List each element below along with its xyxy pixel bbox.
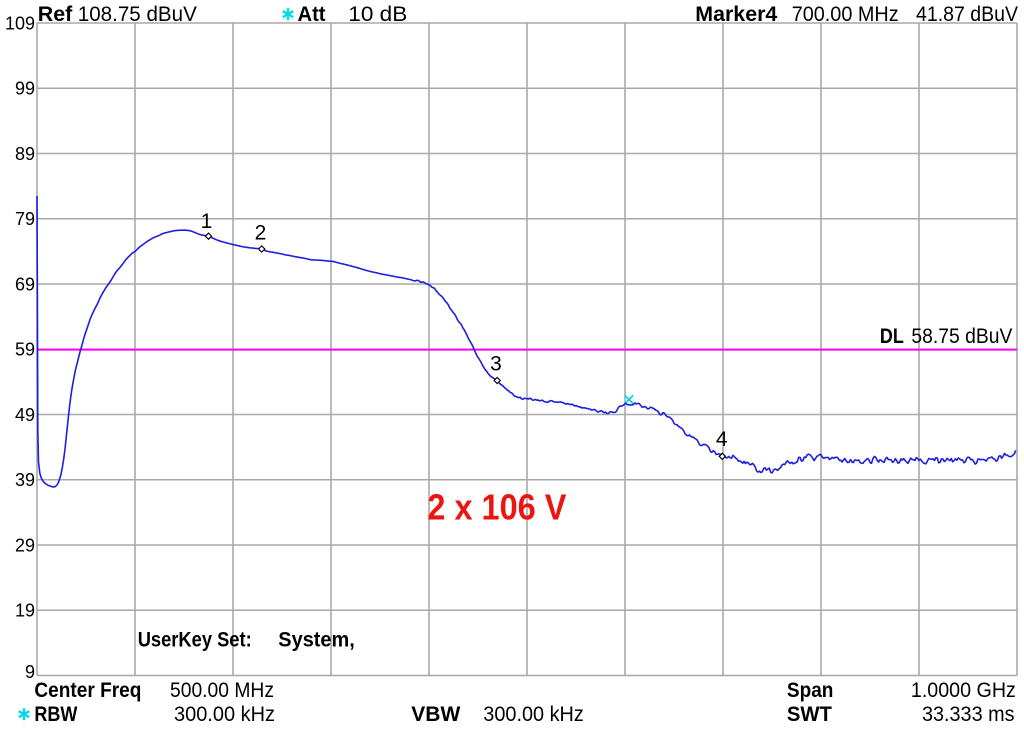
svg-text:2 x 106 V: 2 x 106 V [427,487,566,528]
svg-text:109: 109 [5,13,35,33]
svg-text:Span: Span [787,679,834,702]
svg-text:99: 99 [15,79,35,99]
svg-text:33.333 ms: 33.333 ms [922,703,1015,726]
svg-text:700.00 MHz: 700.00 MHz [792,3,899,26]
svg-text:1: 1 [201,210,213,233]
svg-text:19: 19 [15,601,35,621]
svg-text:2: 2 [255,222,267,245]
svg-text:300.00 kHz: 300.00 kHz [174,703,275,726]
svg-text:DL: DL [880,325,904,348]
svg-text:49: 49 [15,405,35,425]
svg-text:69: 69 [15,274,35,294]
svg-text:4: 4 [716,428,728,451]
svg-text:Ref: Ref [38,3,74,26]
svg-text:9: 9 [25,662,35,682]
svg-text:59: 59 [15,340,35,360]
svg-text:300.00 kHz: 300.00 kHz [483,703,584,726]
svg-text:10 dB: 10 dB [348,3,407,26]
svg-text:System,: System, [278,629,355,652]
svg-text:1.0000 GHz: 1.0000 GHz [911,679,1016,702]
svg-text:3: 3 [490,353,502,376]
svg-text:RBW: RBW [34,703,77,726]
svg-text:89: 89 [15,144,35,164]
svg-text:Center Freq: Center Freq [34,679,141,702]
svg-text:41.87 dBuV: 41.87 dBuV [916,3,1018,26]
svg-text:UserKey Set:: UserKey Set: [138,629,252,652]
svg-text:Marker4: Marker4 [695,3,777,26]
svg-text:39: 39 [15,470,35,490]
svg-text:500.00 MHz: 500.00 MHz [170,679,274,702]
svg-text:108.75 dBuV: 108.75 dBuV [78,3,197,26]
svg-text:Att: Att [298,3,326,26]
svg-text:VBW: VBW [411,703,460,726]
svg-text:SWT: SWT [787,703,832,726]
svg-text:58.75 dBuV: 58.75 dBuV [911,325,1012,348]
svg-text:79: 79 [15,209,35,229]
svg-text:29: 29 [15,535,35,555]
